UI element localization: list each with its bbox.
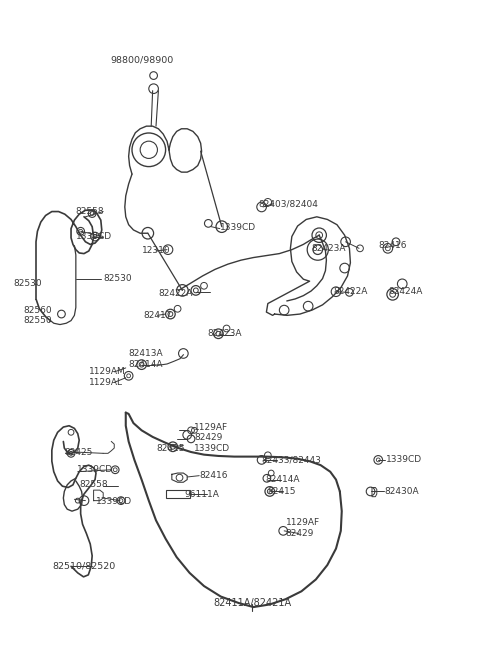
Text: 82433/82443: 82433/82443: [262, 455, 322, 464]
Text: 1339CD: 1339CD: [96, 497, 132, 507]
Text: 1129AM: 1129AM: [89, 367, 126, 376]
Text: 82430A: 82430A: [384, 487, 419, 496]
Text: 98800/98900: 98800/98900: [110, 56, 173, 65]
Text: 82413A: 82413A: [129, 349, 163, 358]
Text: 82550: 82550: [23, 316, 52, 325]
Text: 1339CD: 1339CD: [76, 232, 112, 241]
Text: 1129AL: 1129AL: [89, 378, 123, 387]
Text: 82414A: 82414A: [265, 475, 300, 484]
Text: 82417: 82417: [143, 311, 171, 320]
Text: 82425: 82425: [65, 447, 93, 457]
Text: 1339CD: 1339CD: [220, 223, 256, 232]
Text: 82560: 82560: [23, 306, 52, 315]
Text: 82416: 82416: [199, 471, 228, 480]
Text: 1129AF: 1129AF: [286, 518, 320, 528]
Text: 1339CD: 1339CD: [194, 443, 230, 453]
Text: 82423A: 82423A: [207, 329, 242, 338]
Text: 82415: 82415: [156, 443, 184, 453]
Text: 82424A: 82424A: [389, 287, 423, 296]
Text: 82422A: 82422A: [334, 287, 368, 296]
Text: 82403/82404: 82403/82404: [258, 199, 318, 208]
Text: 82414A: 82414A: [129, 360, 163, 369]
Text: 1129AF: 1129AF: [194, 422, 228, 432]
Text: 82558: 82558: [76, 207, 105, 216]
Text: 82510/82520: 82510/82520: [52, 562, 116, 571]
Text: 1339CD: 1339CD: [77, 464, 113, 474]
Bar: [166, 490, 190, 498]
Text: 12310: 12310: [142, 246, 170, 256]
Text: 82429: 82429: [194, 433, 223, 442]
Text: 1339CD: 1339CD: [386, 455, 422, 464]
Text: 82423A: 82423A: [311, 244, 346, 253]
Text: 82558: 82558: [79, 480, 108, 489]
Text: 82530: 82530: [103, 274, 132, 283]
Text: 82429: 82429: [286, 529, 314, 538]
Text: 82422A: 82422A: [158, 288, 193, 298]
Text: 96111A: 96111A: [185, 489, 220, 499]
Text: 82411A/82421A: 82411A/82421A: [213, 598, 291, 608]
Text: 82416: 82416: [378, 241, 407, 250]
Text: 82415: 82415: [268, 487, 296, 496]
Text: 82530: 82530: [13, 279, 42, 288]
